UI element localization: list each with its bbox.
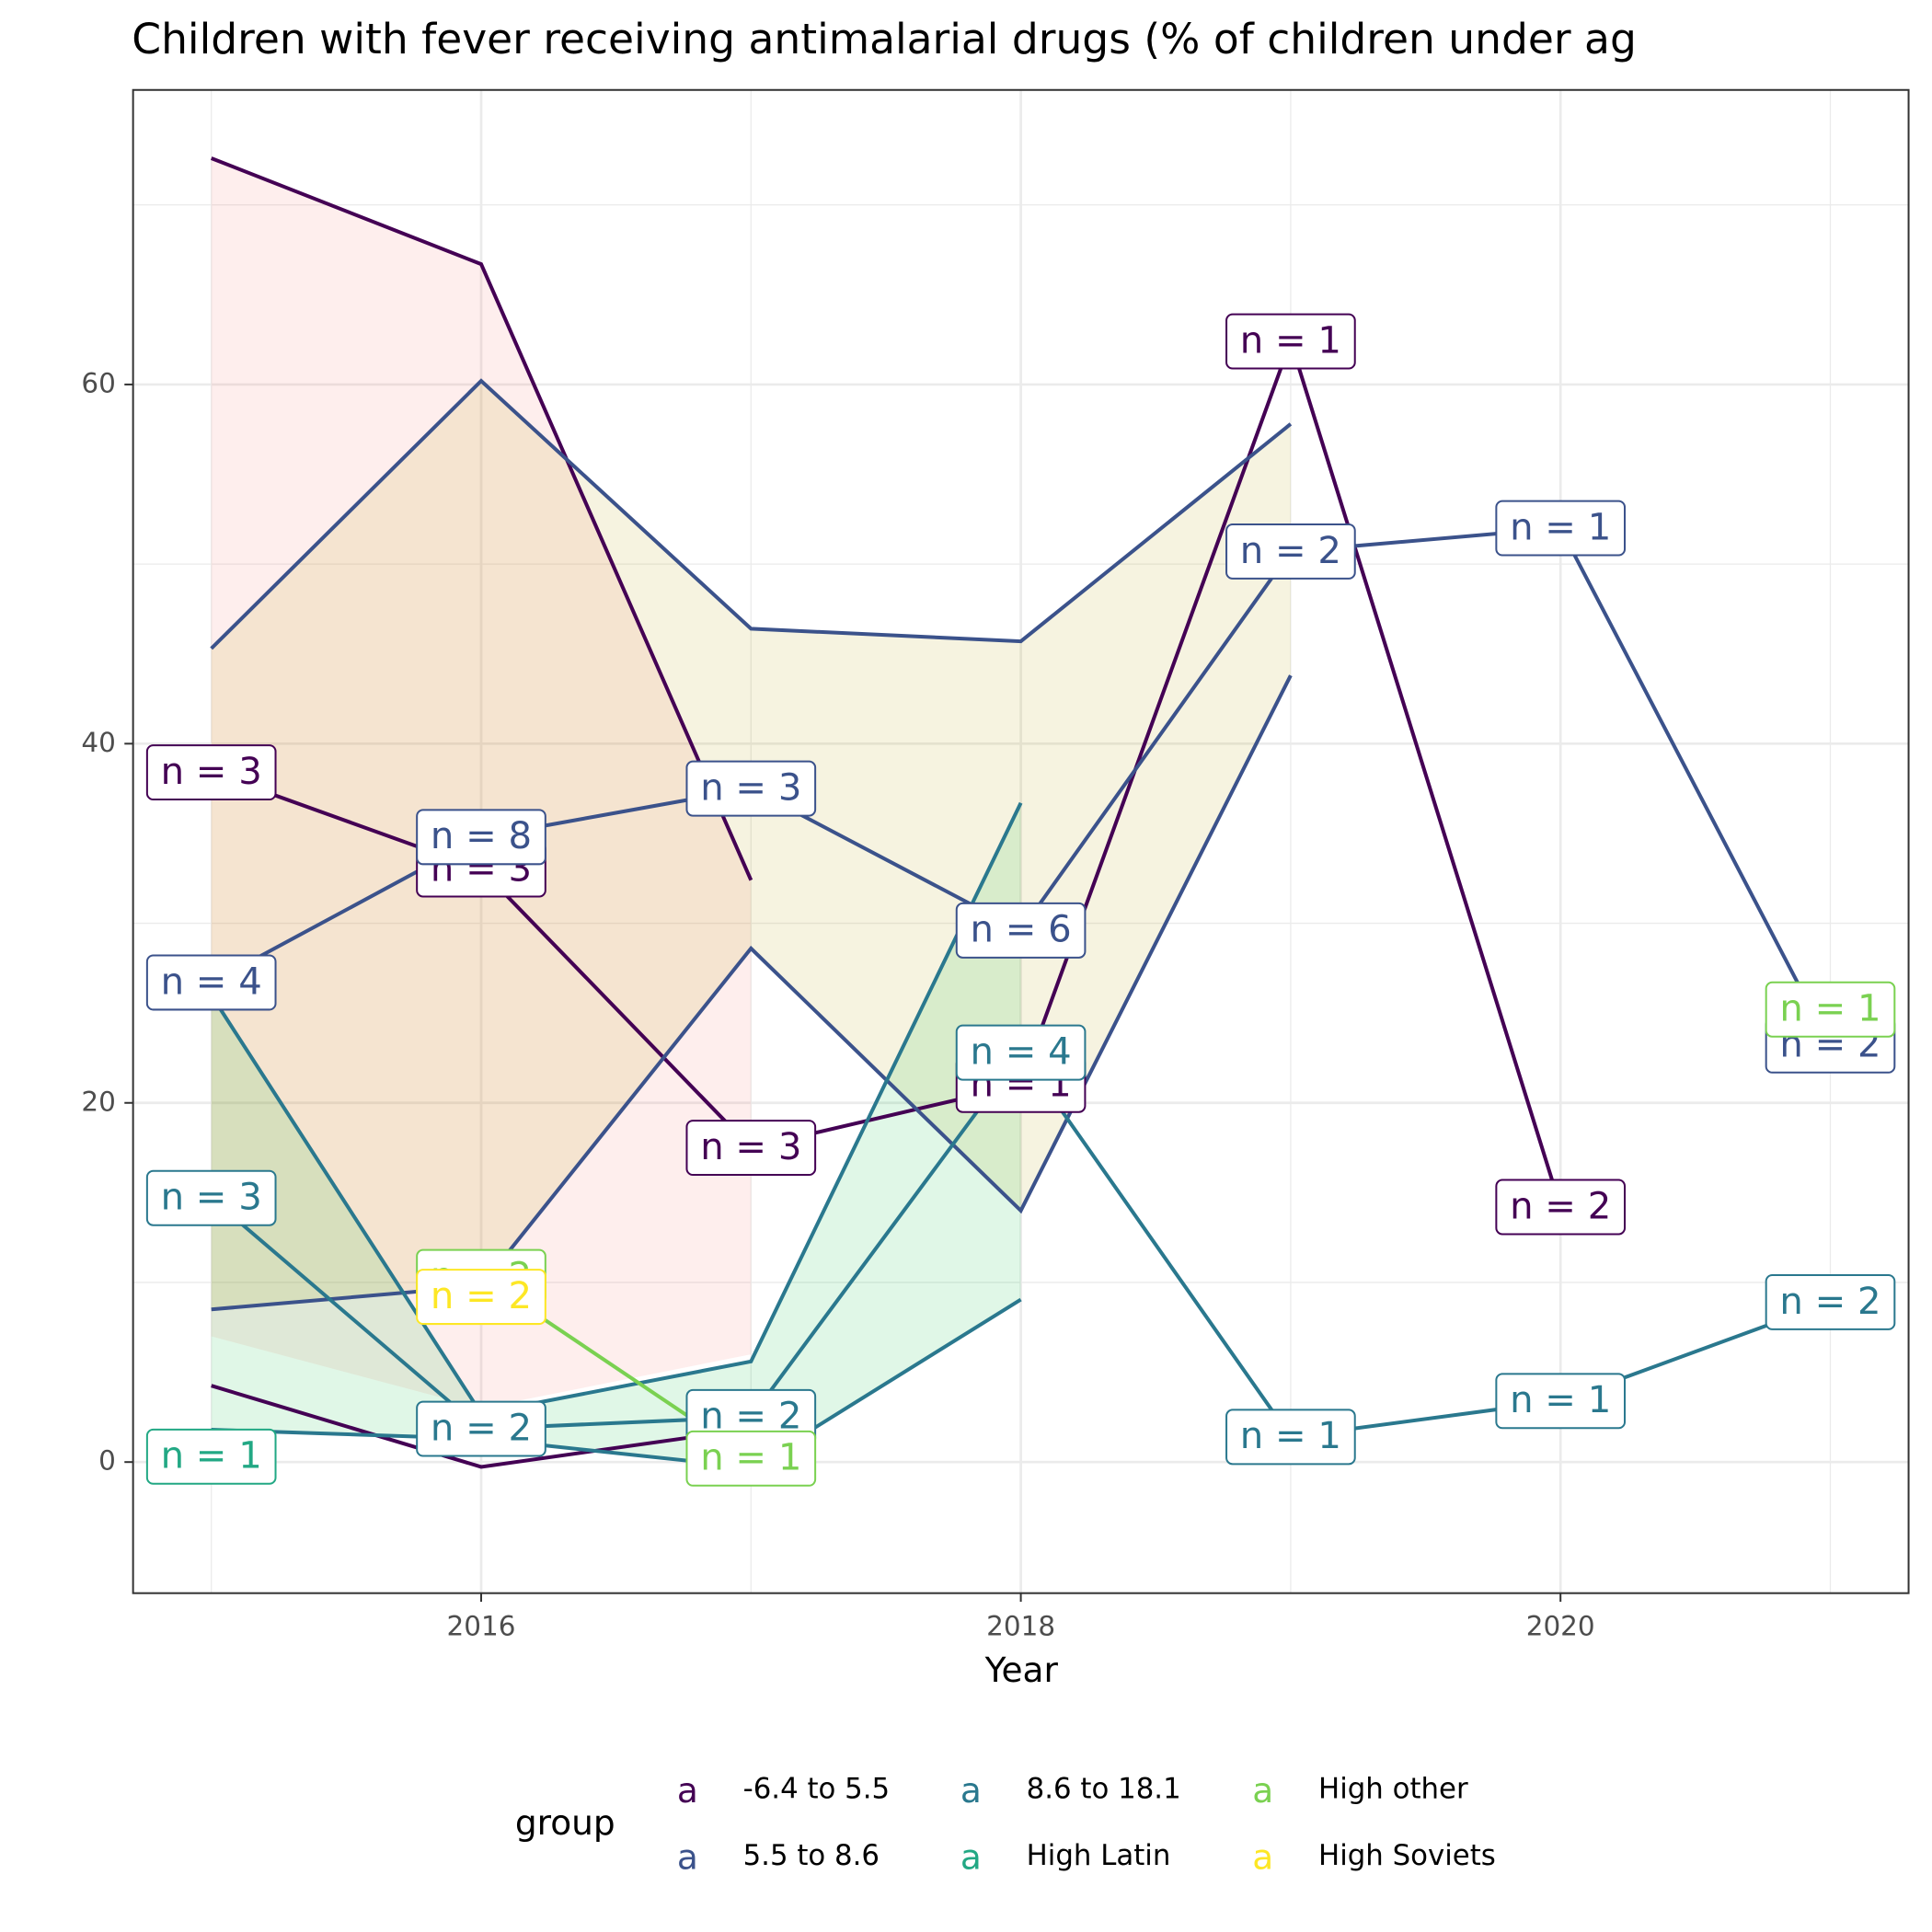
line	[211, 1384, 752, 1469]
legend-label: High other	[1318, 1772, 1468, 1805]
n-label-text: n = 1	[1240, 319, 1341, 362]
n-label-box	[685, 1430, 817, 1487]
legend-label: 8.6 to 18.1	[1027, 1772, 1181, 1805]
y-tick-label: 0	[98, 1445, 116, 1477]
axes-layer: 2016 2018 2020 0 20 40 60	[81, 367, 1594, 1641]
n-label-box	[145, 954, 277, 1011]
n-label: n = 1	[1495, 1373, 1627, 1430]
n-label: n = 2	[416, 1269, 546, 1326]
n-label: n = 2	[1495, 1179, 1627, 1236]
n-label-box	[1225, 523, 1356, 580]
n-label-text: n = 3	[700, 766, 801, 809]
legend-key: a	[960, 1770, 982, 1811]
n-label-text: n = 8	[431, 815, 532, 857]
n-label-text: n = 6	[971, 909, 1072, 951]
n-label-text: n = 3	[161, 751, 262, 793]
line	[211, 1297, 1022, 1470]
chart-title: Children with fever receiving antimalari…	[132, 15, 1637, 63]
n-label: n = 4	[955, 1024, 1087, 1081]
line	[211, 674, 1293, 1312]
n-label-text: n = 1	[1240, 1415, 1341, 1457]
n-label-text: n = 2	[1240, 530, 1341, 572]
legend-key: a	[1252, 1836, 1273, 1877]
n-label-box	[1225, 1409, 1356, 1466]
n-label-text: n = 1	[1779, 988, 1880, 1030]
n-label: n = 6	[955, 902, 1087, 959]
n-label: n = 3	[145, 744, 277, 801]
n-label-box	[145, 1428, 277, 1485]
n-label-box	[1225, 313, 1356, 370]
legend-key: a	[677, 1836, 698, 1877]
n-label-text: n = 1	[700, 1437, 801, 1479]
legend-label: High Soviets	[1318, 1839, 1496, 1872]
y-tick-label: 40	[81, 727, 115, 758]
n-label-box	[1495, 1179, 1627, 1236]
x-tick-label: 2020	[1526, 1611, 1595, 1642]
n-label: n = 3	[145, 1169, 277, 1226]
n-label-box	[416, 809, 546, 866]
n-label-box	[416, 1400, 546, 1457]
n-label: n = 1	[1765, 981, 1896, 1038]
n-label-box	[1765, 981, 1896, 1038]
n-label: n = 4	[145, 954, 277, 1011]
x-tick-label: 2018	[986, 1611, 1055, 1642]
n-label-text: n = 4	[161, 960, 262, 1003]
legend-layer: a -6.4 to 5.5 a 5.5 to 8.6 a 8.6 to 18.1 a High…	[677, 1770, 1496, 1877]
line	[210, 156, 753, 881]
n-label-box	[145, 744, 277, 801]
legend-key: a	[677, 1770, 698, 1811]
n-label-text: n = 2	[1510, 1185, 1611, 1227]
n-label-text: n = 3	[161, 1177, 262, 1219]
n-label-box	[1765, 1273, 1896, 1330]
n-label-text: n = 1	[161, 1435, 262, 1478]
labels-layer: n = 3 n = 3 n = 3 n = 1 n = 1 n = 2 n = 4 n = 8…	[145, 313, 1896, 1487]
x-axis-label: Year	[984, 1650, 1059, 1690]
legend-label: 5.5 to 8.6	[743, 1839, 880, 1872]
y-tick-label: 60	[81, 367, 115, 398]
line	[210, 378, 1293, 650]
n-label-box	[416, 1269, 546, 1326]
n-label: n = 1	[145, 1428, 277, 1485]
legend-title: group	[515, 1802, 615, 1843]
y-tick-label: 20	[81, 1086, 115, 1117]
ribbon	[211, 157, 752, 1409]
line	[210, 801, 1023, 1416]
n-label-text: n = 2	[431, 1407, 532, 1449]
n-label: n = 1	[1495, 500, 1627, 557]
n-label: n = 3	[685, 760, 817, 817]
n-label-box	[145, 1169, 277, 1226]
legend-key: a	[960, 1836, 982, 1877]
legend-key: a	[1252, 1770, 1273, 1811]
n-label: n = 2	[1765, 1273, 1896, 1330]
x-tick-label: 2016	[447, 1611, 516, 1642]
n-label-box	[685, 760, 817, 817]
n-label: n = 1	[1225, 313, 1356, 370]
n-label-box	[1495, 500, 1627, 557]
n-label-box	[955, 1024, 1087, 1081]
n-label-text: n = 3	[700, 1126, 801, 1168]
n-label-box	[1495, 1373, 1627, 1430]
n-label-text: n = 2	[431, 1275, 532, 1317]
n-label: n = 1	[1225, 1409, 1356, 1466]
n-label: n = 2	[416, 1400, 546, 1457]
legend-label: High Latin	[1027, 1839, 1171, 1872]
ribbon	[211, 802, 1021, 1468]
n-label-text: n = 1	[1510, 506, 1611, 548]
n-label: n = 8	[416, 809, 546, 866]
n-label-box	[955, 902, 1087, 959]
n-label-text: n = 4	[971, 1030, 1072, 1073]
n-label-text: n = 1	[1510, 1379, 1611, 1421]
n-label: n = 2	[1225, 523, 1356, 580]
n-label: n = 1	[685, 1430, 817, 1487]
legend-label: -6.4 to 5.5	[743, 1772, 891, 1805]
n-label-text: n = 2	[1779, 1281, 1880, 1323]
n-label: n = 3	[685, 1120, 817, 1177]
n-label-box	[685, 1120, 817, 1177]
